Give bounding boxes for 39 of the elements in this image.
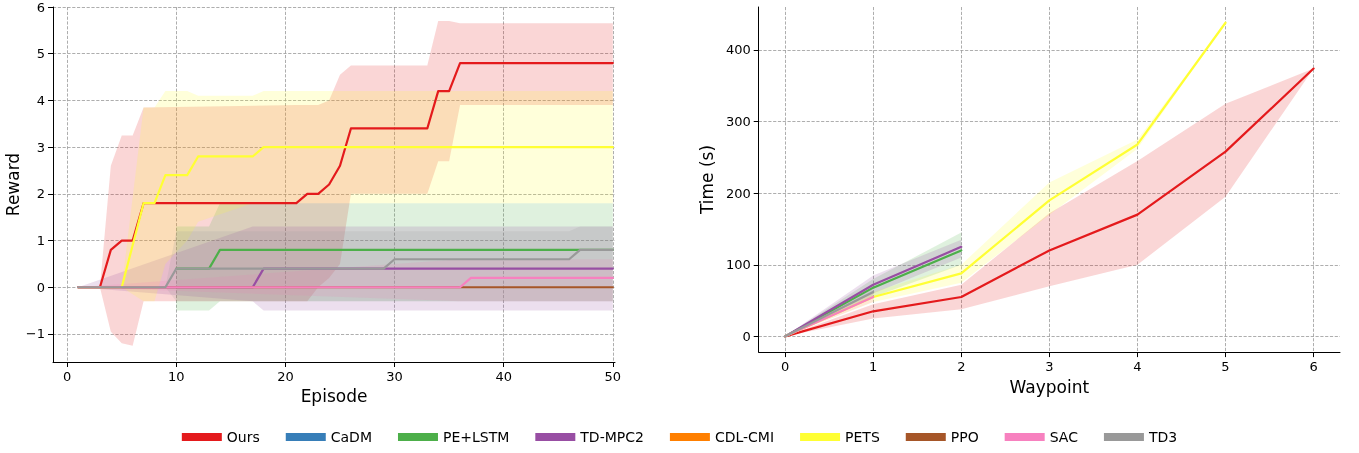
y-tick-label: 5 [36, 46, 45, 62]
x-tick-label: 1 [869, 359, 878, 375]
y-tick-label: 100 [725, 257, 751, 273]
y-axis-title: Reward [3, 152, 24, 217]
legend-label: PETS [845, 429, 880, 445]
y-tick-label: 400 [725, 42, 751, 58]
y-tick-label: 300 [725, 114, 751, 130]
legend-label: CaDM [330, 429, 372, 445]
x-tick-label: 20 [277, 369, 294, 384]
x-tick-label: 4 [1133, 359, 1142, 375]
y-tick-label: 2 [36, 186, 45, 202]
legend-label: PPO [950, 429, 979, 445]
x-tick-label: 0 [780, 359, 790, 375]
x-tick-label: 3 [1045, 359, 1054, 375]
x-tick-label: 40 [495, 369, 512, 384]
y-tick-label: 6 [36, 0, 45, 15]
y-tick-label: 0 [36, 279, 45, 295]
y-tick-label: 200 [725, 185, 751, 201]
x-tick-label: 2 [957, 359, 966, 375]
y-axis-title: Time (s) [696, 144, 717, 216]
x-tick-label: 30 [386, 369, 403, 384]
y-tick-label: 0 [742, 328, 751, 344]
x-tick-label: 5 [1221, 359, 1230, 375]
x-tick-label: 6 [1309, 359, 1318, 375]
y-tick-label: 1 [36, 233, 45, 249]
x-axis-title: Waypoint [1009, 376, 1090, 397]
legend-label: PE+LSTM [442, 429, 510, 445]
y-tick-label: 3 [36, 139, 45, 155]
legend-label: TD-MPC2 [579, 429, 644, 445]
y-tick-label: 4 [36, 92, 45, 108]
legend-label: Ours [226, 429, 260, 445]
x-tick-label: 0 [63, 369, 72, 384]
y-tick-label: −1 [25, 326, 45, 342]
legend-label: TD3 [1147, 429, 1178, 445]
x-tick-label: 10 [168, 369, 185, 384]
legend-label: SAC [1049, 429, 1079, 445]
legend-label: CDL-CMI [714, 429, 775, 445]
x-tick-label: 50 [604, 369, 622, 384]
x-axis-title: Episode [300, 386, 368, 407]
